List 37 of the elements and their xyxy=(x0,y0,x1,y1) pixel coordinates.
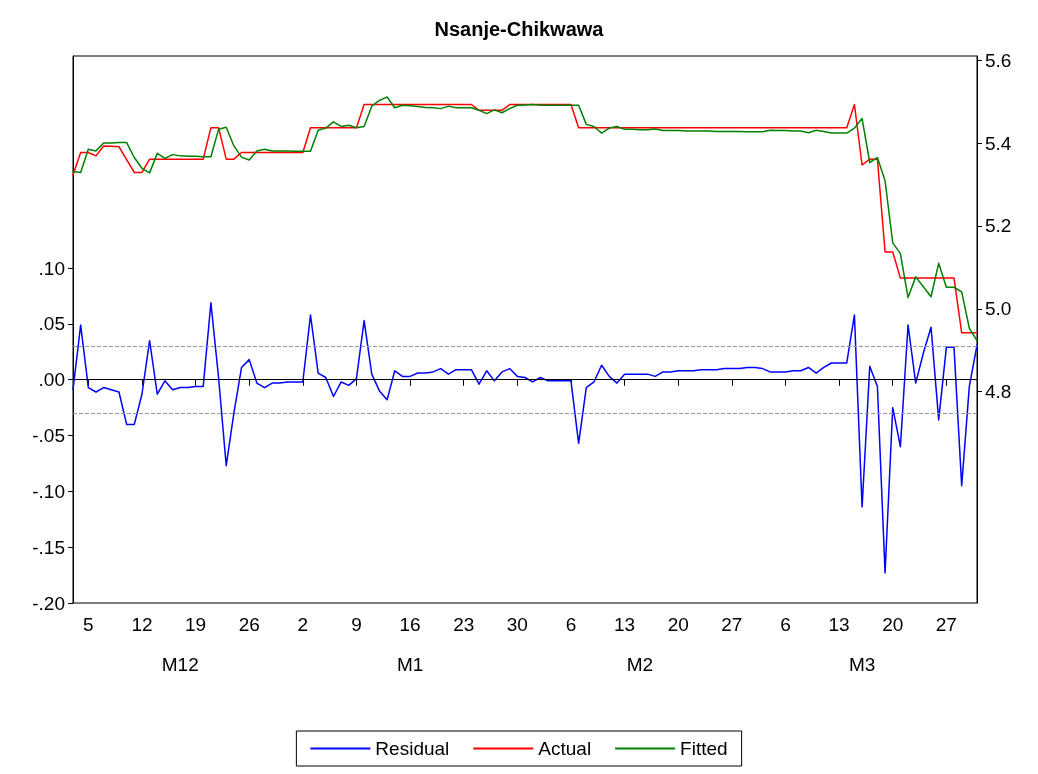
y-tick-label: -.20 xyxy=(32,592,65,614)
text: M3 xyxy=(848,654,876,675)
x-tick-label: 20 xyxy=(882,614,904,635)
x-tick-label: 26 xyxy=(238,614,260,635)
x-tick-label: 6 xyxy=(780,614,791,635)
y2-tick-label: 5.4 xyxy=(985,132,1012,154)
x-tick-label: 9 xyxy=(351,614,362,635)
text: M12 xyxy=(161,654,199,675)
x-tick-label: 27 xyxy=(721,614,743,635)
y-tick-label: -.15 xyxy=(32,536,65,558)
y-tick-label: -.10 xyxy=(32,480,65,502)
x-tick-label: 23 xyxy=(453,614,475,635)
y-tick-label: .05 xyxy=(38,313,65,335)
x-tick-label: 19 xyxy=(185,614,207,635)
x-tick-label: 12 xyxy=(131,614,153,635)
text: M2 xyxy=(626,654,654,675)
y2-tick-label: 5.2 xyxy=(985,215,1012,237)
chart-title: Nsanje-Chikwawa xyxy=(434,18,605,40)
x-tick-label: 20 xyxy=(667,614,689,635)
legend-label: Actual xyxy=(538,738,592,759)
y2-tick-label: 4.8 xyxy=(985,381,1012,403)
legend-label: Fitted xyxy=(680,738,728,759)
x-tick-label: 16 xyxy=(399,614,421,635)
y-tick-label: -.05 xyxy=(32,425,65,447)
x-tick-label: 6 xyxy=(565,614,577,635)
x-tick-label: 13 xyxy=(828,614,850,635)
x-tick-label: 30 xyxy=(506,614,528,635)
x-tick-label: 13 xyxy=(614,614,636,635)
legend-label: Residual xyxy=(375,738,450,759)
y-tick-label: .10 xyxy=(38,257,65,279)
y2-tick-label: 5.6 xyxy=(985,49,1012,71)
x-tick-label: 27 xyxy=(935,614,957,635)
y2-tick-label: 5.0 xyxy=(985,298,1012,320)
y-tick-label: .00 xyxy=(38,369,65,391)
text: M1 xyxy=(396,654,424,675)
x-tick-label: 2 xyxy=(297,614,309,635)
x-tick-label: 5 xyxy=(83,614,94,635)
